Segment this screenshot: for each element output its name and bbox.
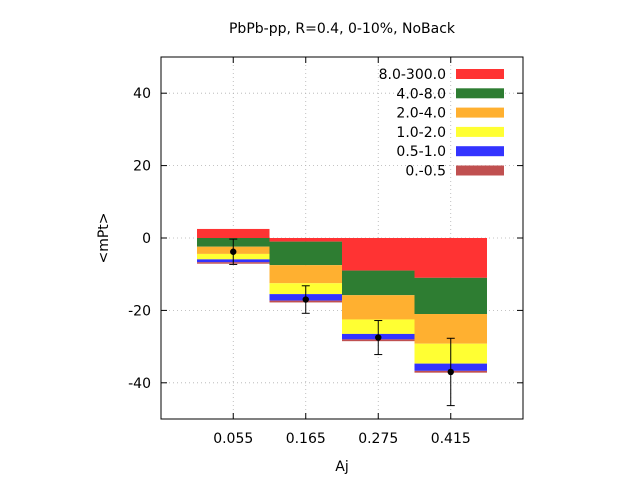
legend-swatch [456, 107, 504, 118]
y-tick-label: 40 [133, 86, 151, 102]
data-points [229, 238, 455, 407]
x-tick-label: 0.275 [358, 431, 398, 447]
bar-segment-8.0-300.0 [342, 238, 415, 271]
legend-label: 4.0-8.0 [396, 86, 446, 102]
bar-segment-8.0-300.0 [269, 238, 342, 242]
legend-label: 2.0-4.0 [396, 106, 446, 122]
total-point [447, 368, 454, 376]
x-tick-label: 0.415 [431, 431, 471, 447]
legend-swatch [456, 69, 504, 79]
bar-segment-4.0-8.0 [269, 241, 342, 266]
total-point [302, 296, 309, 303]
bar-segment-2.0-4.0 [342, 295, 415, 320]
bar-segment-4.0-8.0 [414, 277, 487, 315]
bar-segment-8.0-300.0 [197, 228, 270, 238]
y-tick-label: -20 [128, 303, 151, 319]
legend-label: 1.0-2.0 [396, 125, 446, 141]
total-point [230, 248, 237, 255]
bar-segment-4.0-8.0 [342, 270, 415, 296]
bar-segment-2.0-4.0 [269, 265, 342, 284]
legend-label: 8.0-300.0 [379, 67, 446, 83]
bar-segment-8.0-300.0 [414, 238, 487, 278]
legend-swatch [456, 126, 504, 137]
y-tick-label: 20 [133, 159, 151, 175]
x-axis-label: Aj [335, 459, 348, 475]
legend-swatch [456, 146, 504, 157]
legend-label: 0.-0.5 [405, 164, 446, 180]
y-axis: -40 -20 0 20 40 [128, 86, 523, 392]
y-tick-label: 0 [142, 231, 151, 247]
legend: 8.0-300.0 4.0-8.0 2.0-4.0 1.0-2.0 0.5-1.0 0.-… [379, 67, 504, 180]
legend-swatch [456, 165, 504, 176]
y-tick-label: -40 [128, 376, 151, 392]
x-tick-label: 0.055 [213, 431, 253, 447]
y-axis-label: <mPt> [96, 212, 112, 263]
bars [197, 228, 487, 373]
x-tick-label: 0.165 [286, 431, 326, 447]
legend-swatch [456, 88, 504, 99]
legend-label: 0.5-1.0 [396, 144, 446, 160]
chart-title: PbPb-pp, R=0.4, 0-10%, NoBack [229, 21, 456, 37]
total-point [375, 334, 382, 341]
x-axis: 0.055 0.165 0.275 0.415 [213, 57, 471, 447]
